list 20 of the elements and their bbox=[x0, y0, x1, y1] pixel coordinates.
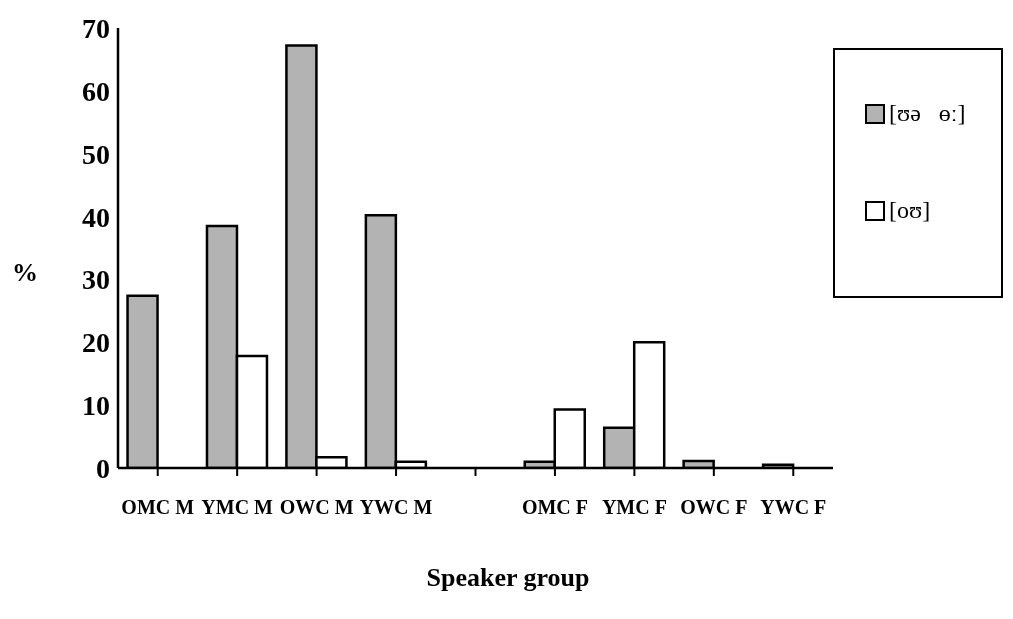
y-tick-label: 20 bbox=[82, 327, 110, 359]
x-tick-label: OMC M bbox=[121, 496, 195, 519]
x-tick-label: YWC F bbox=[760, 496, 827, 519]
y-tick-label: 40 bbox=[82, 201, 110, 233]
y-axis-title: % bbox=[12, 258, 38, 288]
y-tick-label: 30 bbox=[82, 264, 110, 296]
x-tick-label: OMC F bbox=[521, 496, 588, 519]
x-tick-label: OWC F bbox=[680, 496, 748, 519]
y-tick-label: 10 bbox=[82, 390, 110, 422]
legend-label: [oʊ] bbox=[889, 197, 931, 224]
x-tick-label: YWC M bbox=[359, 496, 433, 519]
legend-label: [ʊə ɵː] bbox=[889, 100, 966, 127]
x-tick-label: YMC M bbox=[201, 496, 274, 519]
y-tick-label: 0 bbox=[96, 452, 110, 484]
y-tick-label: 60 bbox=[82, 75, 110, 107]
x-axis-title: Speaker group bbox=[425, 563, 591, 593]
x-tick-label: OWC M bbox=[279, 496, 354, 519]
y-tick-label: 50 bbox=[82, 138, 110, 170]
y-tick-label: 70 bbox=[82, 12, 110, 44]
x-tick-label: YMC F bbox=[601, 496, 667, 519]
